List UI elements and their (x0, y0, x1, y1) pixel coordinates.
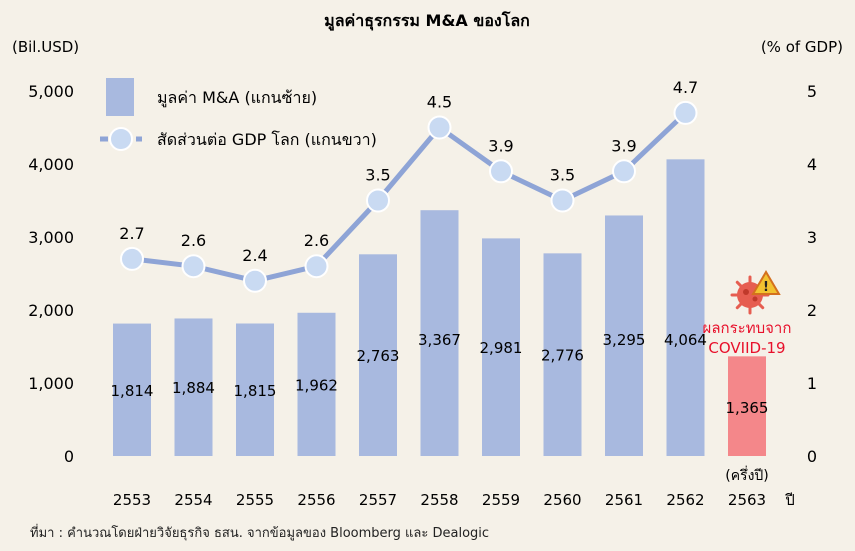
bar (543, 253, 582, 456)
bar-value-label: 2,776 (541, 347, 584, 365)
x-tick-label: 2561 (605, 491, 643, 509)
bar (420, 210, 459, 456)
legend-bar-label: มูลค่า M&A (แกนซ้าย) (157, 88, 317, 108)
x-unit: ปี (784, 491, 794, 509)
half-year-note: (ครึ่งปี) (725, 466, 769, 484)
x-tick-label: 2563 (728, 491, 766, 509)
y-left-tick: 1,000 (28, 374, 74, 393)
line-point (673, 100, 698, 125)
bar-value-label: 3,295 (603, 331, 646, 349)
line-point (612, 159, 636, 184)
x-tick-label: 2558 (420, 491, 458, 509)
virus-spot (752, 296, 758, 302)
x-tick-label: 2555 (236, 491, 274, 509)
bar-value-label: 1,815 (234, 382, 277, 400)
line-value-label: 3.9 (488, 136, 513, 155)
y-left-tick: 3,000 (28, 228, 74, 247)
y-right-tick: 1 (807, 374, 817, 393)
warning-icon (751, 270, 781, 295)
x-tick-label: 2560 (543, 491, 581, 509)
line-value-label: 2.7 (119, 224, 144, 243)
line-value-label: 3.9 (611, 136, 636, 155)
x-tick-label: 2556 (297, 491, 335, 509)
source-note: ที่มา : คำนวณโดยฝ่ายวิจัยธุรกิจ ธสน. จาก… (30, 526, 490, 541)
line-value-label: 3.5 (365, 166, 390, 185)
bar (666, 159, 705, 456)
virus-spike (756, 301, 765, 310)
bar-value-label: 2,763 (357, 347, 400, 365)
chart-title: มูลค่าธุรกรรม M&A ของโลก (324, 10, 530, 32)
line-value-label: 2.4 (242, 246, 267, 265)
y-left-tick: 2,000 (28, 301, 74, 320)
line-point (181, 254, 206, 279)
line-point (427, 115, 452, 140)
bar (113, 323, 151, 456)
y-left-tick: 0 (64, 447, 74, 466)
y-right-tick: 4 (807, 155, 817, 174)
line-series (131, 111, 688, 284)
bar-value-label: 1,814 (111, 382, 154, 400)
y-left-tick: 4,000 (28, 155, 74, 174)
warning-icon-mark: ! (763, 280, 769, 295)
line-point (120, 246, 144, 271)
line-value-label: 3.5 (550, 166, 575, 185)
y-right-unit: (% of GDP) (761, 38, 843, 56)
legend-line-marker (109, 127, 133, 151)
line-point (550, 188, 575, 213)
x-tick-label: 2557 (359, 491, 397, 509)
y-right-tick: 3 (807, 228, 817, 247)
line-value-label: 4.5 (427, 93, 452, 112)
bar-value-label: 4,064 (664, 331, 707, 349)
bar-value-label: 1,365 (726, 399, 769, 417)
y-right-tick: 0 (807, 447, 817, 466)
virus-spike (735, 301, 744, 310)
bar (236, 323, 274, 456)
line-value-label: 2.6 (181, 231, 206, 250)
legend-line-label: สัดส่วนต่อ GDP โลก (แกนขวา) (157, 130, 377, 149)
bar-highlight (728, 356, 766, 456)
line-value-label: 2.6 (304, 231, 329, 250)
covid-annotation-line1: ผลกระทบจาก (703, 319, 792, 337)
bar (605, 215, 643, 456)
y-right-tick: 5 (807, 82, 817, 101)
virus-spike (735, 280, 744, 289)
bar (482, 238, 520, 456)
line-point (366, 188, 390, 213)
x-tick-label: 2559 (482, 491, 520, 509)
bar (359, 254, 397, 456)
y-left-tick: 5,000 (28, 82, 74, 101)
bar-value-label: 3,367 (418, 331, 461, 349)
bar (297, 312, 336, 456)
bar-value-label: 1,884 (172, 379, 215, 397)
covid-annotation-line2: COVIID-19 (708, 339, 785, 357)
y-right-tick: 2 (807, 301, 817, 320)
virus-spot (743, 289, 749, 295)
x-tick-label: 2562 (666, 491, 704, 509)
bar-value-label: 1,962 (295, 376, 338, 394)
bar (174, 318, 213, 456)
line-value-label: 4.7 (673, 78, 698, 97)
line-point (304, 254, 329, 279)
legend-bar-swatch (106, 78, 134, 116)
line-point (489, 159, 513, 184)
chart-svg: มูลค่าธุรกรรม M&A ของโลก (Bil.USD) (% of G… (12, 10, 843, 509)
x-tick-label: 2554 (174, 491, 212, 509)
bar-value-label: 2,981 (480, 339, 523, 357)
line-point (243, 268, 267, 293)
y-left-unit: (Bil.USD) (12, 38, 79, 56)
x-tick-label: 2553 (113, 491, 151, 509)
